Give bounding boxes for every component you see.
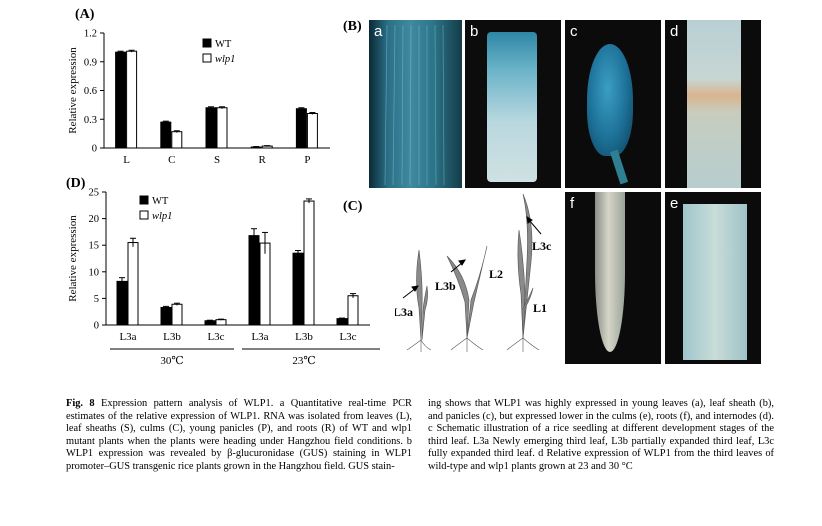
legend-swatch-wt [202, 38, 212, 48]
photo-label-e: e [670, 195, 679, 212]
y-tick-label: 10 [89, 267, 100, 278]
bar-wt [116, 280, 128, 326]
bar-wt [292, 252, 304, 326]
x-tick-label: L [123, 154, 130, 166]
photo-label-f: f [570, 195, 575, 212]
bar-wlp1 [215, 319, 227, 326]
bar-wt [160, 306, 172, 326]
sheath-shape [487, 32, 537, 182]
x-tick-label: L3a [119, 331, 136, 343]
bar-wlp1 [347, 295, 359, 326]
label-l2: L2 [489, 267, 503, 281]
y-tick-label: 15 [89, 241, 100, 252]
x-tick-label: L3a [251, 331, 268, 343]
bar-wlp1 [171, 131, 183, 149]
legend-label-wt: WT [152, 196, 169, 207]
photo-label-b: b [470, 23, 479, 40]
photo-internode: d [665, 20, 761, 188]
y-tick-label: 0.6 [84, 86, 97, 97]
seedling-l3a [406, 249, 432, 352]
bar-wt [205, 107, 217, 149]
photo-label-d: d [670, 23, 679, 40]
caption-right: ing shows that WLP1 was highly expressed… [428, 398, 774, 474]
panel-label-b: (B) [343, 19, 362, 34]
y-tick-label: 0.9 [84, 57, 97, 68]
panel-label-c: (C) [343, 199, 363, 214]
y-tick-label: 0 [92, 144, 97, 155]
caption-left-text: Expression pattern analysis of WLP1. a Q… [66, 398, 412, 472]
bar-wt [204, 320, 216, 326]
chart-d: 0 5 10 15 20 25 Relative expression L3a L3b L3c L3… [67, 188, 380, 367]
bar-wt [336, 318, 348, 326]
y-tick-label: 1.2 [84, 29, 97, 40]
y-axis-label: Relative expression [67, 215, 79, 302]
legend-label-wlp1: wlp1 [215, 54, 235, 65]
y-tick-label: 0.3 [84, 115, 97, 126]
x-tick-label: C [168, 154, 175, 166]
panicle-shape [587, 44, 633, 156]
bar-wt [248, 235, 260, 326]
label-l3a: L3a [395, 305, 413, 319]
bar-wt [160, 121, 172, 149]
y-tick-label: 25 [89, 188, 100, 199]
bar-wlp1 [259, 242, 271, 326]
photo-leaf-sheath: b [465, 20, 561, 188]
photo-young-leaf: a [369, 20, 462, 188]
chart-a: 0 0.3 0.6 0.9 1.2 Relative expression L C S R P WT w… [67, 29, 330, 166]
internode-shape [687, 20, 741, 188]
seedling-arrows [402, 216, 542, 299]
group-label-30: 30℃ [160, 355, 183, 367]
culm-shape [683, 204, 747, 360]
panel-label-d: (D) [66, 176, 86, 191]
root-shape [595, 192, 625, 352]
y-tick-label: 20 [89, 214, 100, 225]
bar-wlp1 [126, 50, 138, 149]
caption-left: Fig. 8 Expression pattern analysis of WL… [66, 398, 412, 474]
legend-swatch-wlp1 [202, 53, 212, 63]
x-tick-label: S [214, 154, 220, 166]
bar-wt [295, 108, 307, 149]
photo-label-a: a [374, 23, 383, 40]
bar-wlp1 [303, 200, 315, 326]
caption-fig-label: Fig. 8 [66, 398, 95, 409]
panel-label-a: (A) [75, 7, 95, 22]
legend-label-wlp1: wlp1 [152, 211, 172, 222]
photo-culm: e [665, 192, 761, 364]
photo-label-c: c [570, 23, 578, 40]
x-tick-label: L3c [339, 331, 356, 343]
label-l3b: L3b [435, 279, 456, 293]
x-tick-label: P [304, 154, 310, 166]
y-axis-label: Relative expression [67, 47, 79, 134]
panicle-stem [609, 149, 629, 185]
bar-wlp1 [127, 242, 139, 326]
caption-right-text: ing shows that WLP1 was highly expressed… [428, 398, 774, 472]
seedling-l3b [446, 245, 488, 352]
leaf-stripes [384, 24, 445, 186]
x-tick-label: R [259, 154, 267, 166]
bar-wt [115, 51, 127, 149]
seedling-l3c [506, 193, 540, 352]
photo-root: f [565, 192, 661, 364]
legend-swatch-wt [139, 195, 149, 205]
label-l1: L1 [533, 301, 547, 315]
label-l3c: L3c [532, 239, 552, 253]
x-tick-label: L3c [207, 331, 224, 343]
y-tick-label: 5 [94, 294, 99, 305]
x-tick-label: L3b [163, 331, 181, 343]
bar-wlp1 [171, 303, 183, 326]
seedling-schematic: L3a L3b L2 L3c L1 [395, 193, 552, 352]
legend-swatch-wlp1 [139, 210, 149, 220]
group-label-23: 23℃ [292, 355, 315, 367]
y-tick-label: 0 [94, 321, 99, 332]
bar-wlp1 [216, 107, 228, 149]
bar-wlp1 [306, 113, 318, 149]
x-tick-label: L3b [295, 331, 313, 343]
photo-panicle: c [565, 20, 661, 188]
legend-label-wt: WT [215, 39, 232, 50]
